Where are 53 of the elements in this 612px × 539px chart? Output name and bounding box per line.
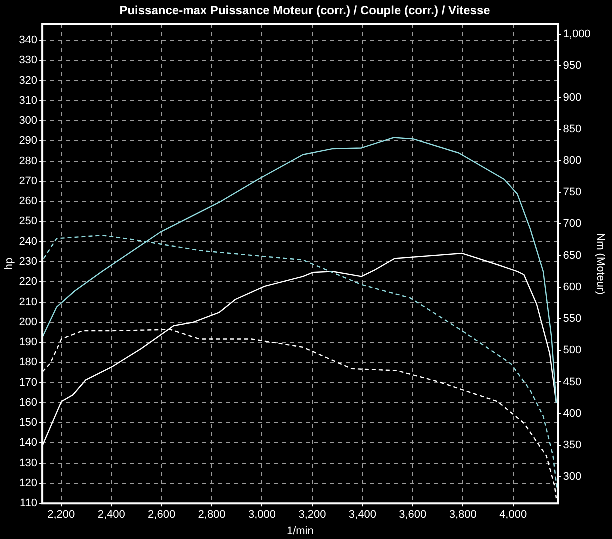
y-tick-label: 240 bbox=[19, 236, 38, 248]
x-tick-label: 3,000 bbox=[248, 509, 276, 522]
y-tick-label: 270 bbox=[19, 175, 38, 188]
y2-tick-label: 700 bbox=[563, 218, 582, 230]
chart-title: Puissance-max Puissance Moteur (corr.) / Couple (corr.) / Vitesse bbox=[120, 4, 491, 18]
y-tick-label: 110 bbox=[20, 498, 38, 510]
x-tick-label: 2,400 bbox=[98, 509, 126, 522]
y-tick-label: 340 bbox=[19, 34, 38, 47]
y-tick-label: 300 bbox=[19, 115, 38, 128]
y2-tick-label: 500 bbox=[563, 344, 582, 357]
y-tick-label: 320 bbox=[19, 74, 38, 87]
y2-tick-label: 950 bbox=[563, 60, 582, 72]
y2-tick-label: 800 bbox=[563, 154, 582, 167]
y-tick-label: 230 bbox=[19, 256, 38, 268]
y2-tick-label: 550 bbox=[563, 313, 582, 326]
x-tick-label: 3,400 bbox=[348, 509, 376, 522]
y-tick-label: 210 bbox=[19, 296, 38, 308]
y2-tick-label: 1,000 bbox=[563, 28, 591, 41]
x-tick-label: 3,600 bbox=[399, 509, 427, 522]
y-tick-label: 260 bbox=[19, 196, 38, 208]
y-tick-label: 170 bbox=[19, 376, 38, 389]
y-tick-label: 290 bbox=[19, 135, 38, 148]
y2-tick-label: 650 bbox=[563, 250, 582, 262]
y2-tick-label: 600 bbox=[563, 281, 582, 294]
y2-tick-label: 350 bbox=[563, 439, 582, 452]
y-tick-label: 130 bbox=[19, 457, 38, 470]
x-tick-label: 2,800 bbox=[198, 509, 226, 522]
y2-axis-title: Nm (Moteur) bbox=[594, 233, 606, 295]
y2-tick-label: 850 bbox=[563, 123, 582, 136]
y-tick-label: 280 bbox=[19, 155, 38, 168]
x-axis-title: 1/min bbox=[286, 525, 314, 538]
y-tick-label: 220 bbox=[19, 276, 38, 288]
y-tick-label: 190 bbox=[19, 336, 38, 349]
y2-tick-label: 300 bbox=[563, 471, 582, 484]
y-tick-label: 200 bbox=[19, 316, 38, 328]
y2-tick-label: 900 bbox=[563, 92, 582, 104]
y-tick-label: 140 bbox=[19, 437, 38, 450]
x-tick-label: 2,200 bbox=[48, 509, 76, 522]
y2-tick-label: 750 bbox=[563, 186, 582, 199]
x-tick-label: 4,000 bbox=[500, 509, 528, 522]
y2-tick-label: 450 bbox=[563, 376, 582, 388]
x-tick-label: 3,200 bbox=[298, 509, 326, 522]
y2-tick-label: 400 bbox=[563, 408, 582, 420]
y-tick-label: 180 bbox=[19, 356, 38, 369]
y-tick-label: 120 bbox=[19, 477, 38, 490]
y-tick-label: 330 bbox=[19, 54, 38, 67]
x-tick-label: 3,800 bbox=[449, 509, 477, 522]
y-axis-title: hp bbox=[4, 258, 16, 270]
y-tick-label: 160 bbox=[19, 396, 38, 409]
y-tick-label: 310 bbox=[19, 94, 38, 107]
y-tick-label: 150 bbox=[19, 417, 38, 430]
y-tick-label: 250 bbox=[19, 216, 38, 228]
x-tick-label: 2,600 bbox=[148, 509, 176, 522]
